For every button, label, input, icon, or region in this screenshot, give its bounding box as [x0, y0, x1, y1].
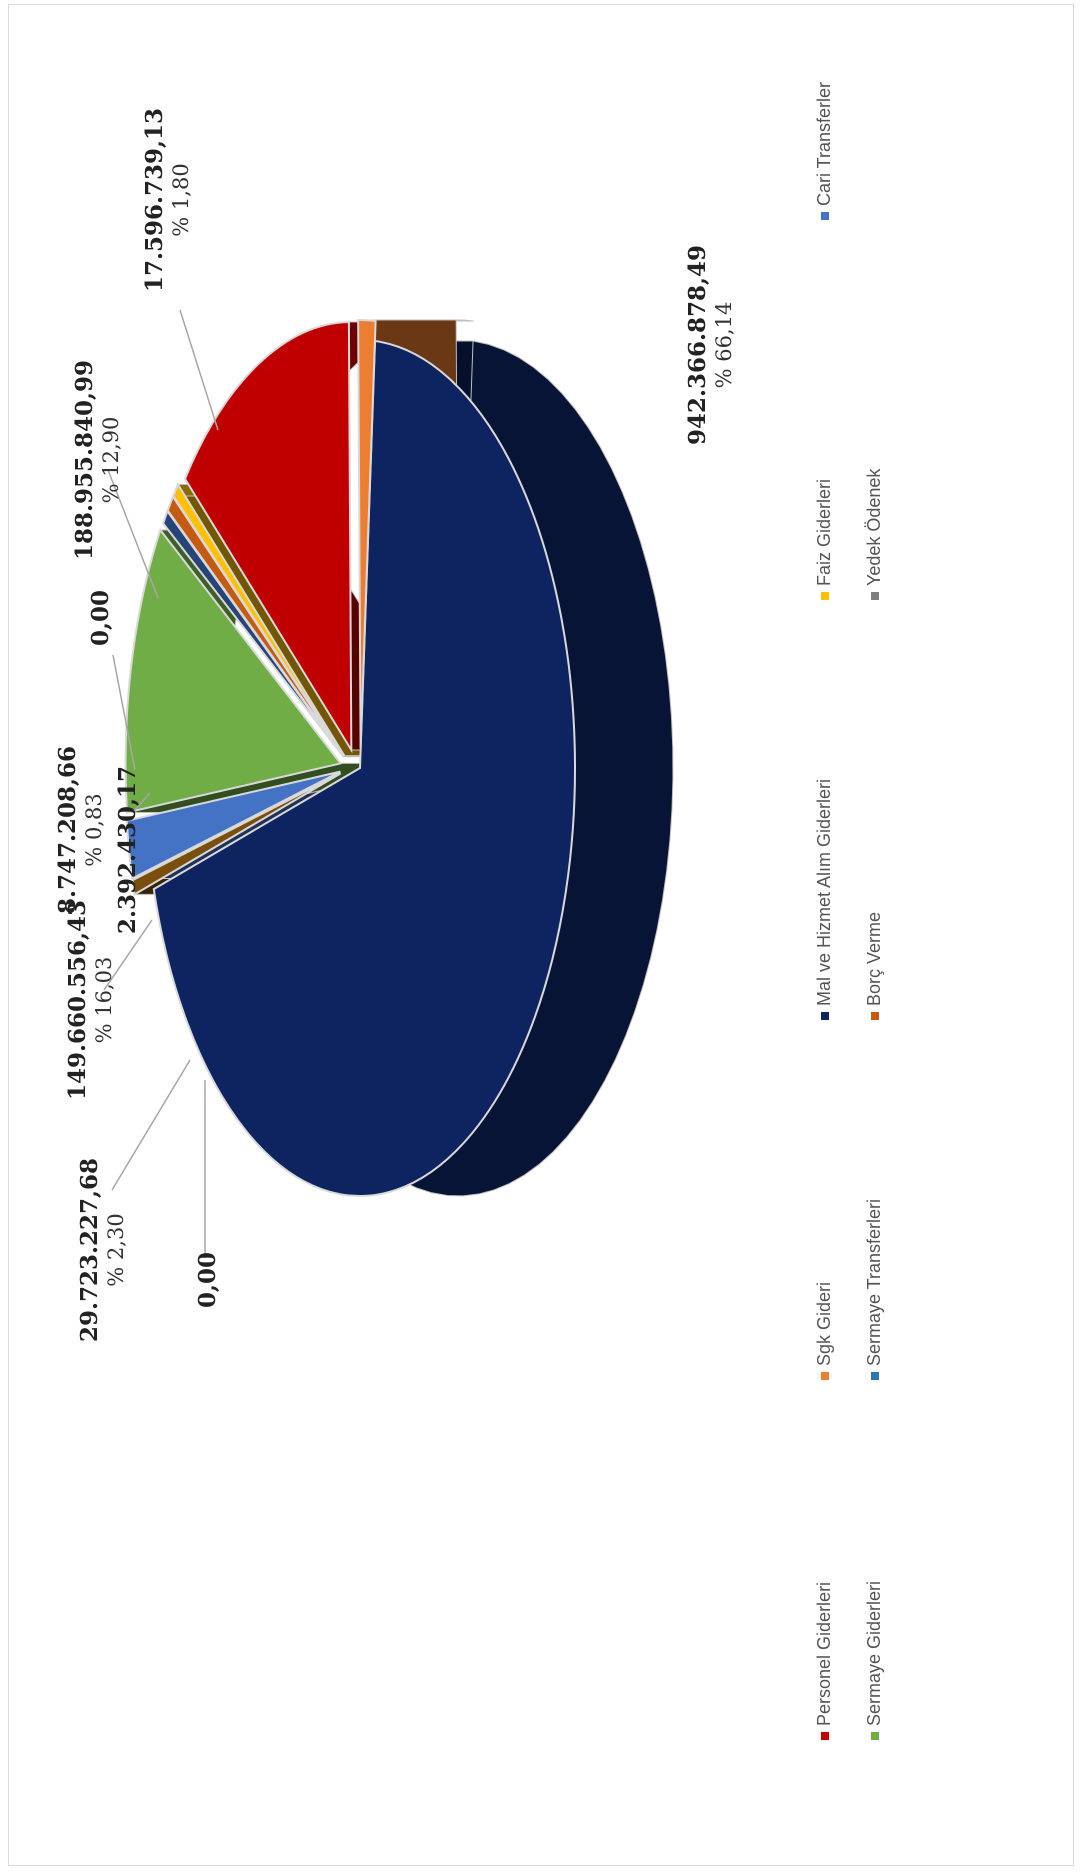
data-labels: 942.366.878,49% 66,140,0029.723.227,68% … — [54, 108, 736, 1342]
legend-item-cari-transferler[interactable]: Cari Transferler — [814, 82, 834, 220]
data-label-percent: % 16,03 — [92, 957, 116, 1044]
data-label-percent: % 0,83 — [82, 793, 106, 866]
data-label-mal-ve-hizmet-alim-giderleri: 942.366.878,49% 66,14 — [684, 245, 736, 445]
data-label-faiz-giderleri: 0,00 — [87, 590, 114, 646]
data-label-cari-transferler: 29.723.227,68% 2,30 — [76, 1158, 128, 1342]
data-label-value: 149.660.556,43 — [64, 900, 91, 1100]
data-label-value: 188.955.840,99 — [71, 360, 98, 560]
legend-label: Faiz Giderleri — [814, 479, 834, 586]
data-label-sermaye-transferleri: 0,00 — [194, 1252, 221, 1308]
slice-sermaye-transferleri[interactable] — [131, 772, 342, 897]
data-label-value: 29.723.227,68 — [76, 1158, 103, 1342]
data-label-percent: % 2,30 — [104, 1213, 128, 1286]
legend-swatch — [821, 592, 829, 600]
legend-item-personel-giderleri[interactable]: Personel Giderleri — [814, 1582, 834, 1740]
leader-line-sermaye-giderleri — [103, 919, 153, 991]
leader-lines — [103, 309, 219, 1258]
legend-label: Sermaye Giderleri — [864, 1581, 884, 1726]
legend-swatch — [871, 1372, 879, 1380]
legend-label: Sgk Gideri — [814, 1282, 834, 1366]
legend-item-sermaye-giderleri[interactable]: Sermaye Giderleri — [864, 1581, 884, 1740]
slice-faiz-giderleri[interactable] — [172, 482, 346, 757]
legend-label: Mal ve Hizmet Alım Giderleri — [814, 779, 834, 1006]
legend-item-sermaye-transferleri[interactable]: Sermaye Transferleri — [864, 1199, 884, 1380]
data-label-sermaye-giderleri: 149.660.556,43% 16,03 — [64, 900, 116, 1100]
leader-line-personel-giderleri — [107, 469, 159, 599]
slice-sermaye-giderleri[interactable] — [124, 527, 343, 814]
legend-item-mal-ve-hizmet-alim-giderleri[interactable]: Mal ve Hizmet Alım Giderleri — [814, 779, 834, 1020]
legend: Personel Giderleri Sgk Gideri Mal ve Hizme… — [814, 82, 884, 1740]
legend-label: Borç Verme — [864, 912, 884, 1006]
legend-item-borc-verme[interactable]: Borç Verme — [864, 912, 884, 1020]
data-label-personel-giderleri: 188.955.840,99% 12,90 — [71, 360, 123, 560]
legend-swatch — [821, 1732, 829, 1740]
legend-swatch — [871, 1732, 879, 1740]
legend-label: Cari Transferler — [814, 82, 834, 206]
legend-item-yedek-odenek[interactable]: Yedek Ödenek — [864, 468, 884, 600]
slice-personel-giderleri[interactable] — [183, 320, 353, 754]
leader-line-sgk-gideri — [179, 309, 219, 431]
data-label-sgk-gideri: 17.596.739,13% 1,80 — [141, 108, 193, 292]
pie-slices — [124, 319, 576, 1197]
data-label-value: 0,00 — [194, 1252, 221, 1308]
legend-label: Personel Giderleri — [814, 1582, 834, 1726]
legend-item-faiz-giderleri[interactable]: Faiz Giderleri — [814, 479, 834, 600]
legend-label: Yedek Ödenek — [864, 468, 884, 586]
legend-swatch — [821, 1372, 829, 1380]
data-label-value: 2.392.430,17 — [114, 766, 141, 934]
data-label-value: 942.366.878,49 — [684, 245, 711, 445]
data-label-value: 17.596.739,13 — [141, 108, 168, 292]
data-label-percent: % 1,80 — [169, 163, 193, 236]
legend-swatch — [871, 1012, 879, 1020]
data-label-yedek-odenek: 2.392.430,17 — [114, 766, 141, 934]
slice-sgk-gideri[interactable] — [357, 319, 377, 749]
data-label-value: 8.747.208,66 — [54, 746, 81, 914]
leader-line-faiz-giderleri — [112, 654, 136, 771]
data-label-borc-verme: 8.747.208,66% 0,83 — [54, 746, 106, 914]
legend-swatch — [821, 1012, 829, 1020]
legend-swatch — [821, 212, 829, 220]
leader-line-cari-transferler — [111, 1059, 191, 1191]
data-label-percent: % 66,14 — [712, 302, 736, 389]
slice-cari-transferler[interactable] — [125, 770, 341, 881]
legend-item-sgk-gideri[interactable]: Sgk Gideri — [814, 1282, 834, 1380]
legend-swatch — [871, 592, 879, 600]
legend-label: Sermaye Transferleri — [864, 1199, 884, 1366]
data-label-value: 0,00 — [87, 590, 114, 646]
leader-line-yedek-odenek — [134, 792, 151, 811]
data-label-percent: % 12,90 — [99, 417, 123, 504]
slice-mal-ve-hizmet-alim-giderleri[interactable] — [152, 339, 576, 1197]
